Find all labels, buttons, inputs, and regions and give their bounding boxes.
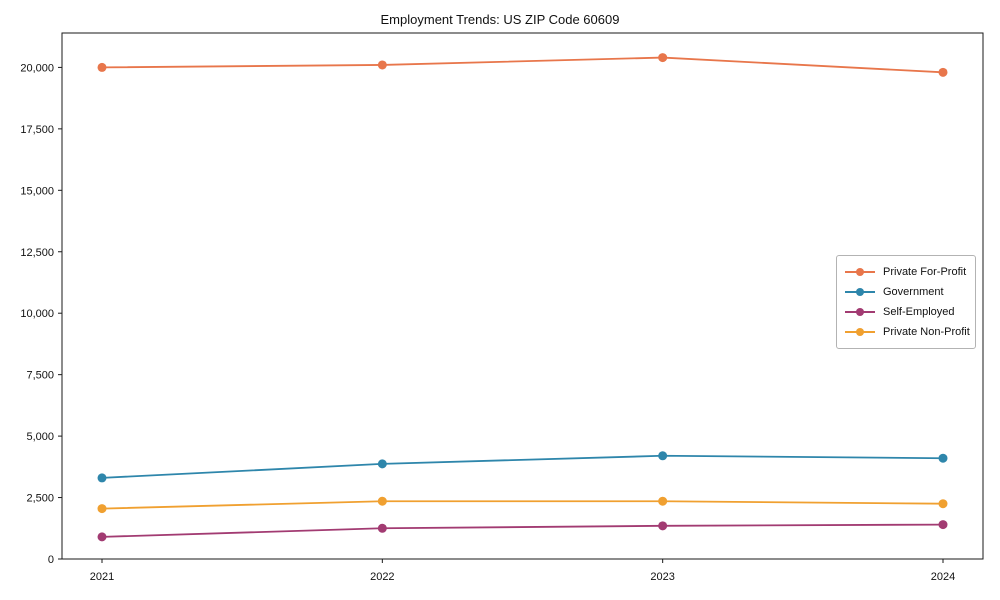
data-point-private-non-profit-2023 [658,496,668,506]
data-point-government-2022 [377,459,387,469]
data-point-private-for-profit-2024 [938,67,948,77]
x-tick-label: 2022 [370,571,394,583]
legend-item: Private For-Profit [845,262,967,282]
y-tick-label: 15,000 [20,185,54,197]
legend-item: Private Non-Profit [845,322,970,342]
series-line-private-non-profit [101,500,944,510]
legend-dot-sample [856,268,864,276]
y-tick-label: 5,000 [26,431,54,443]
y-tick-label: 2,500 [26,493,54,505]
x-tick-label: 2024 [931,571,955,583]
plot-border [61,32,984,560]
y-tick-label: 10,000 [20,308,54,320]
data-point-government-2023 [658,451,668,461]
y-tick-label: 12,500 [20,247,54,259]
data-point-self-employed-2021 [97,532,107,542]
legend-marker-icon [845,307,875,317]
legend-label: Government [883,286,944,298]
data-point-private-for-profit-2022 [377,60,387,70]
data-point-self-employed-2022 [377,523,387,533]
data-point-self-employed-2023 [658,521,668,531]
series-line-self-employed [101,523,944,538]
y-tick-label: 20,000 [20,62,54,74]
data-point-private-non-profit-2021 [97,504,107,514]
data-point-private-non-profit-2022 [377,496,387,506]
y-tick-label: 0 [48,554,54,566]
data-point-private-for-profit-2023 [658,53,668,63]
legend-marker-icon [845,267,875,277]
series-line-government [101,454,944,479]
legend: Private For-Profit Government Self-Employe… [836,255,976,349]
data-point-government-2024 [938,453,948,463]
legend-label: Private For-Profit [883,266,967,278]
legend-label: Private Non-Profit [883,326,970,338]
legend-dot-sample [856,328,864,336]
legend-dot-sample [856,308,864,316]
x-tick-label: 2023 [650,571,674,583]
chart-title: Employment Trends: US ZIP Code 60609 [380,12,620,27]
data-point-government-2021 [97,473,107,483]
data-point-private-non-profit-2024 [938,499,948,509]
x-tick-label: 2021 [90,571,114,583]
legend-marker-icon [845,287,875,297]
legend-item: Self-Employed [845,302,967,322]
legend-item: Government [845,282,967,302]
legend-dot-sample [856,288,864,296]
series-line-private-for-profit [101,56,944,74]
y-tick-label: 17,500 [20,124,54,136]
data-point-private-for-profit-2021 [97,62,107,72]
legend-marker-icon [845,327,875,337]
data-point-self-employed-2024 [938,520,948,530]
y-tick-label: 7,500 [26,370,54,382]
legend-label: Self-Employed [883,306,955,318]
